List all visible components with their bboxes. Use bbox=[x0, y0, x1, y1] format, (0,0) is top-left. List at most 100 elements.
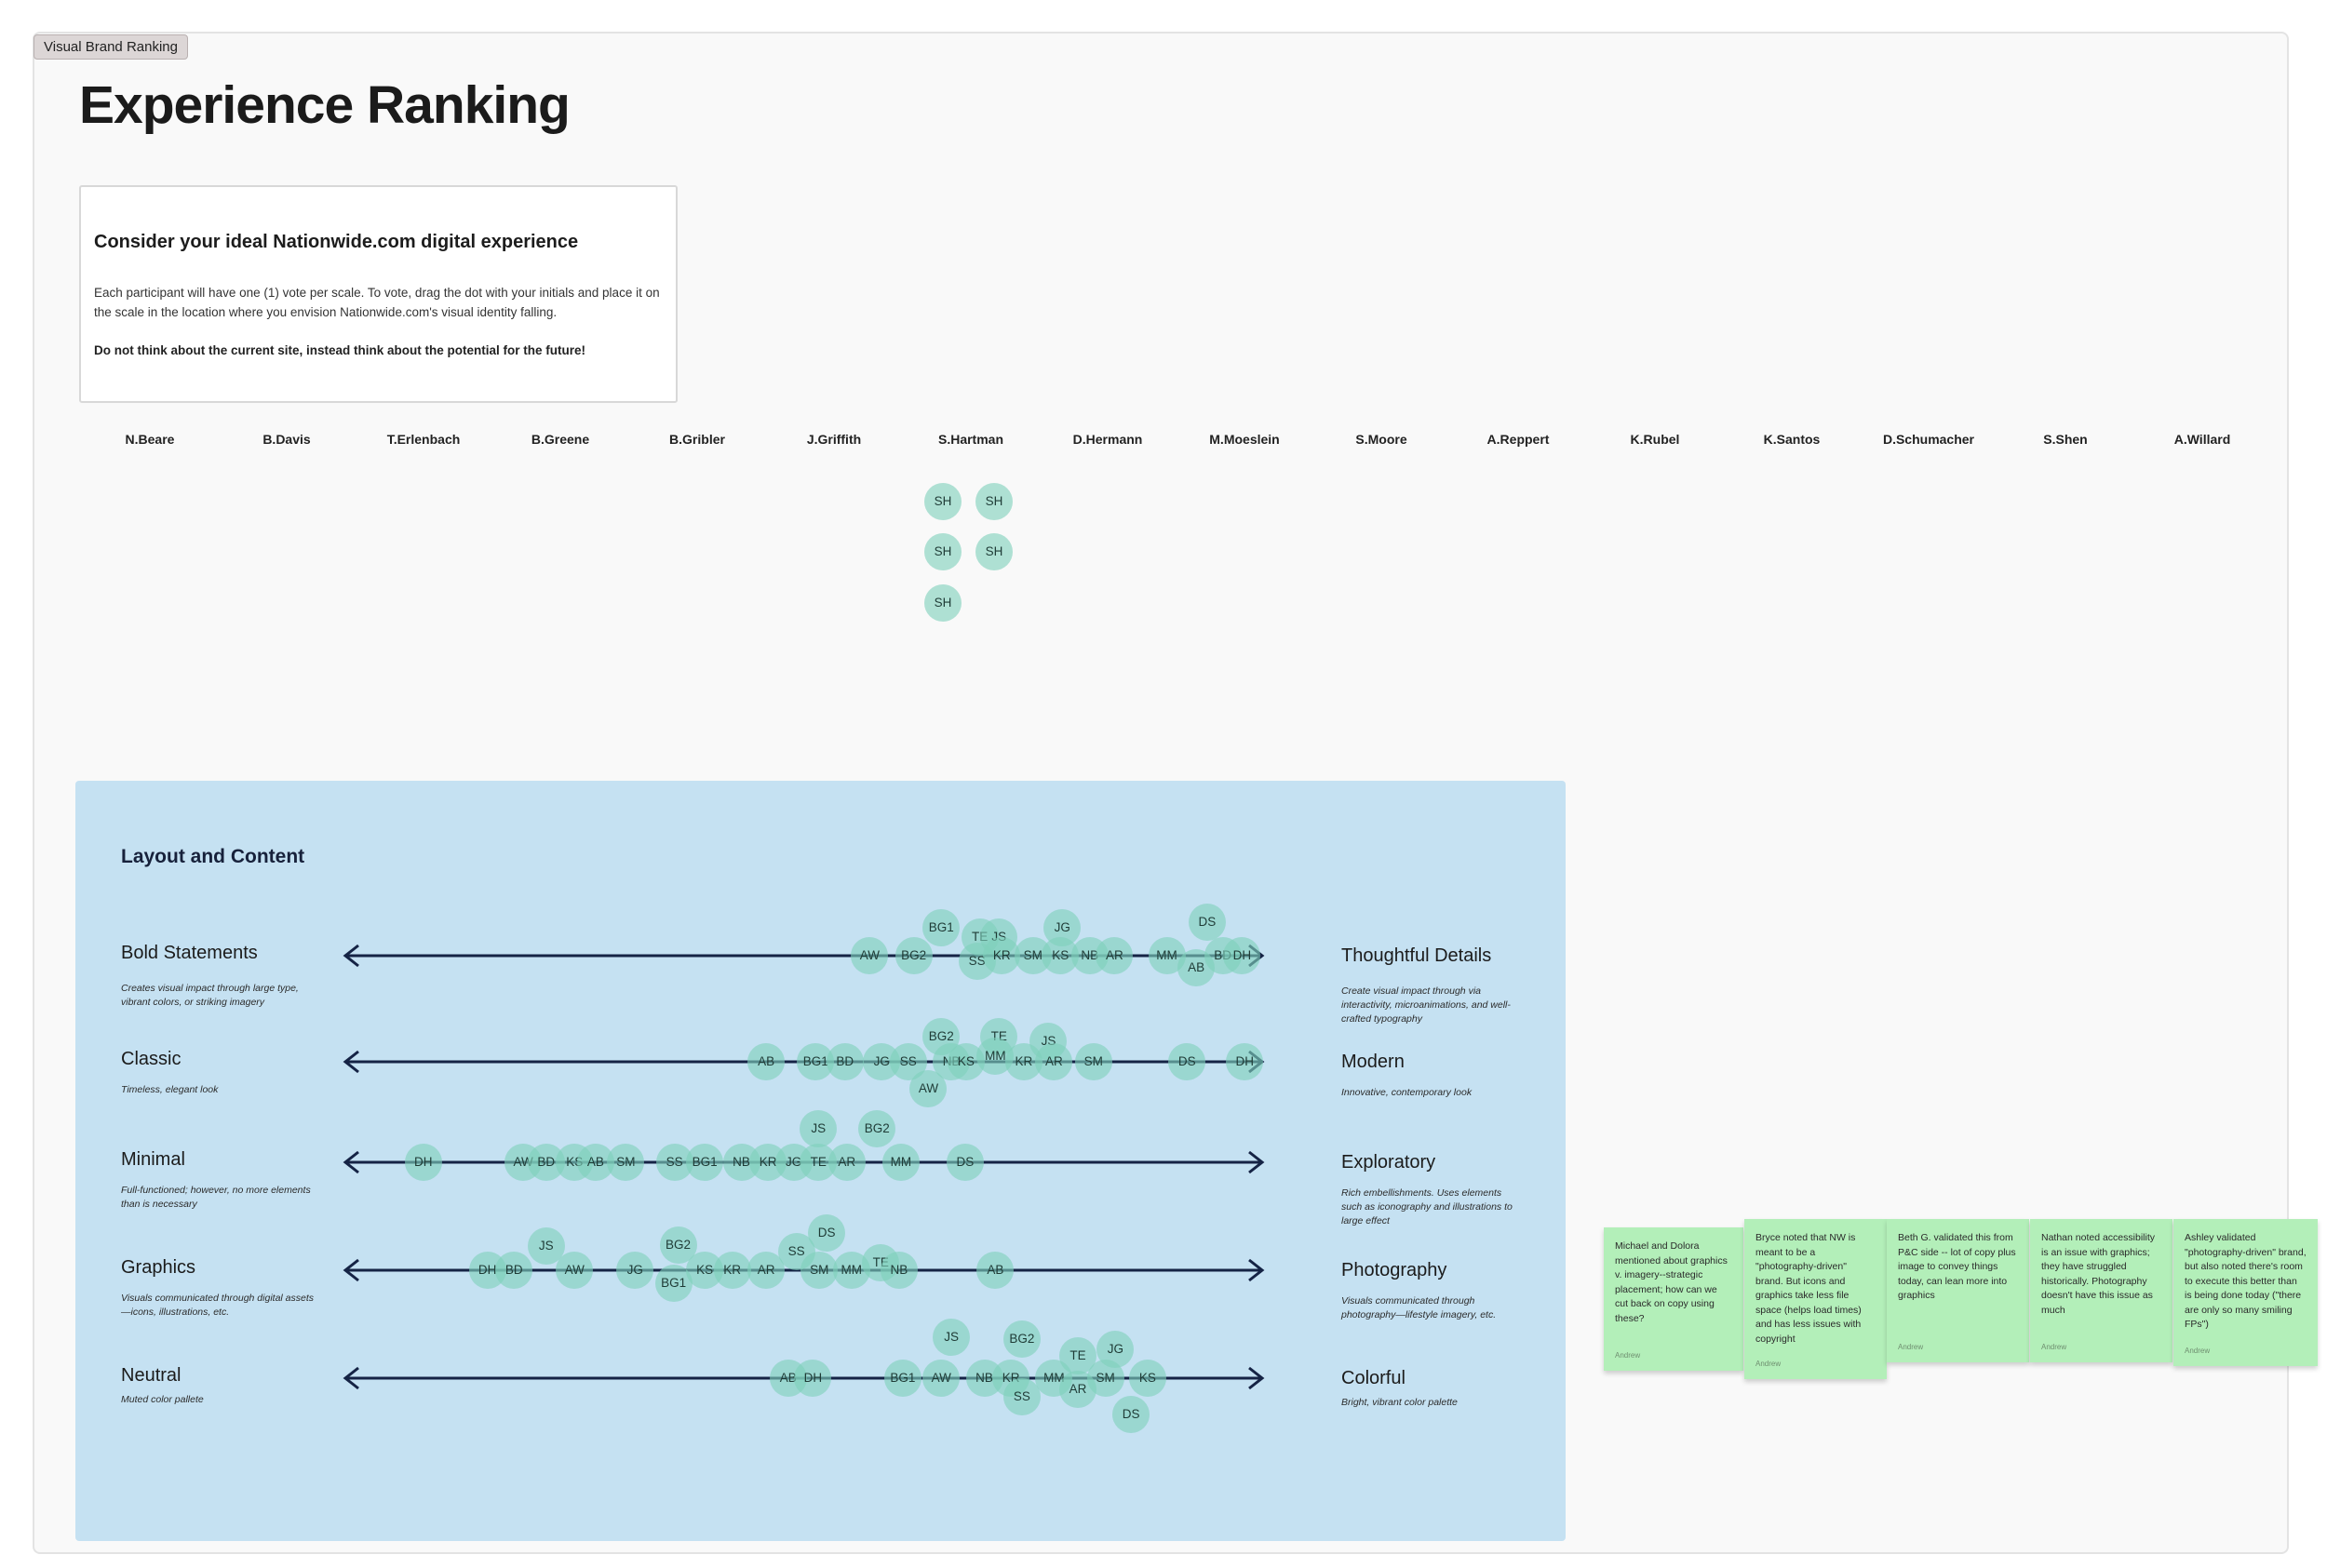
vote-dot[interactable]: BG1 bbox=[922, 909, 961, 946]
scale-left-title: Neutral bbox=[121, 1365, 182, 1386]
vote-dot[interactable]: SS bbox=[1002, 1378, 1041, 1415]
scale-left-desc: Muted color pallete bbox=[121, 1394, 204, 1405]
vote-dot[interactable]: DS bbox=[1112, 1396, 1150, 1433]
vote-dot[interactable]: TE bbox=[800, 1144, 838, 1181]
sticky-text: Nathan noted accessibility is an issue w… bbox=[2041, 1232, 2155, 1316]
participant-name: T.Erlenbach bbox=[386, 432, 461, 447]
scale-right-title: Photography bbox=[1341, 1260, 1447, 1280]
vote-dot-unplaced[interactable]: SH bbox=[924, 533, 962, 570]
vote-dot[interactable]: BG2 bbox=[858, 1110, 896, 1147]
vote-dot[interactable]: JS bbox=[933, 1319, 971, 1356]
scale-left-desc: Creates visual impact through large type… bbox=[121, 983, 299, 1008]
vote-dot[interactable]: BG1 bbox=[797, 1043, 835, 1080]
vote-dot[interactable]: BG1 bbox=[686, 1144, 724, 1181]
vote-dot[interactable]: KR bbox=[983, 937, 1021, 974]
vote-dot[interactable]: DS bbox=[808, 1214, 846, 1252]
arrowhead-left-icon bbox=[343, 1258, 359, 1282]
vote-dot-unplaced[interactable]: SH bbox=[924, 483, 962, 520]
vote-dot[interactable]: SM bbox=[1074, 1043, 1112, 1080]
participant-name: S.Hartman bbox=[937, 432, 1004, 447]
scale-left-title: Graphics bbox=[121, 1257, 196, 1278]
scale-right-title: Modern bbox=[1341, 1052, 1405, 1072]
participant-name: D.Schumacher bbox=[1882, 432, 1975, 447]
vote-dot[interactable]: DH bbox=[404, 1144, 442, 1181]
vote-dot[interactable]: JS bbox=[800, 1110, 838, 1147]
vote-dot[interactable]: DS bbox=[1168, 1043, 1206, 1080]
participant-name: S.Moore bbox=[1355, 432, 1407, 447]
sticky-author: Andrew bbox=[2185, 1347, 2211, 1355]
scale-right-desc: Visuals communicated through photography… bbox=[1341, 1295, 1497, 1320]
participant-name: B.Davis bbox=[262, 432, 311, 447]
sticky-note[interactable]: Nathan noted accessibility is an issue w… bbox=[2030, 1219, 2172, 1362]
participant-name: A.Willard bbox=[2173, 432, 2231, 447]
vote-dot[interactable]: AB bbox=[976, 1252, 1015, 1289]
scale-right-desc: Create visual impact through via interac… bbox=[1341, 985, 1511, 1025]
vote-dot[interactable]: AW bbox=[851, 937, 889, 974]
vote-dot[interactable]: AW bbox=[922, 1360, 961, 1397]
participant-name: S.Shen bbox=[2043, 432, 2088, 447]
instruction-note: Do not think about the current site, ins… bbox=[94, 343, 585, 357]
participant-name: K.Santos bbox=[1763, 432, 1821, 447]
arrowhead-right-icon bbox=[1248, 1258, 1265, 1282]
sticky-note[interactable]: Michael and Dolora mentioned about graph… bbox=[1604, 1227, 1743, 1371]
arrowhead-left-icon bbox=[343, 944, 359, 968]
participant-name: A.Reppert bbox=[1486, 432, 1550, 447]
vote-dot[interactable]: MM bbox=[881, 1144, 920, 1181]
sticky-author: Andrew bbox=[1615, 1351, 1641, 1360]
vote-dot[interactable]: BG2 bbox=[1002, 1320, 1041, 1358]
scale-right-desc: Rich embellishments. Uses elements such … bbox=[1341, 1187, 1513, 1226]
scale-right-title: Thoughtful Details bbox=[1341, 945, 1492, 966]
sticky-author: Andrew bbox=[2041, 1343, 2067, 1351]
scale-left-desc: Visuals communicated through digital ass… bbox=[121, 1293, 315, 1318]
sticky-note[interactable]: Ashley validated "photography-driven" br… bbox=[2173, 1219, 2318, 1366]
vote-dot-unplaced[interactable]: SH bbox=[924, 584, 962, 622]
vote-dot[interactable]: BD bbox=[495, 1252, 533, 1289]
vote-dot[interactable]: DS bbox=[1188, 904, 1226, 941]
vote-dot[interactable]: AR bbox=[1096, 937, 1134, 974]
sticky-note[interactable]: Bryce noted that NW is meant to be a "ph… bbox=[1744, 1219, 1887, 1379]
vote-dot[interactable]: KS bbox=[1128, 1360, 1166, 1397]
vote-dot[interactable]: NB bbox=[880, 1252, 918, 1289]
participant-name: N.Beare bbox=[125, 432, 175, 447]
vote-dot[interactable]: BG1 bbox=[883, 1360, 921, 1397]
vote-dot[interactable]: BG1 bbox=[654, 1265, 693, 1302]
sticky-text: Beth G. validated this from P&C side -- … bbox=[1898, 1232, 2016, 1301]
vote-dot[interactable]: SM bbox=[1086, 1360, 1124, 1397]
scale-right-title: Exploratory bbox=[1341, 1152, 1436, 1173]
vote-dot[interactable]: DH bbox=[794, 1360, 832, 1397]
scale-left-title: Bold Statements bbox=[121, 943, 258, 963]
vote-dot[interactable]: SM bbox=[607, 1144, 645, 1181]
vote-dot[interactable]: JG bbox=[616, 1252, 654, 1289]
arrowhead-left-icon bbox=[343, 1366, 359, 1390]
vote-dot[interactable]: DH bbox=[1226, 1043, 1264, 1080]
scale-left-desc: Full-functioned; however, no more elemen… bbox=[121, 1185, 311, 1210]
arrowhead-right-icon bbox=[1248, 1150, 1265, 1174]
vote-dot-unplaced[interactable]: SH bbox=[975, 533, 1013, 570]
vote-dot[interactable]: AR bbox=[1035, 1043, 1073, 1080]
participant-name: B.Gribler bbox=[669, 432, 725, 447]
arrowhead-right-icon bbox=[1248, 1366, 1265, 1390]
frame-label[interactable]: Visual Brand Ranking bbox=[34, 34, 188, 60]
vote-dot-unplaced[interactable]: SH bbox=[975, 483, 1013, 520]
sticky-text: Ashley validated "photography-driven" br… bbox=[2185, 1232, 2307, 1330]
participant-name: M.Moeslein bbox=[1209, 432, 1280, 447]
vote-dot[interactable]: DH bbox=[1223, 937, 1261, 974]
scale-right-desc: Bright, vibrant color palette bbox=[1341, 1397, 1458, 1408]
vote-dot[interactable]: TE bbox=[1059, 1337, 1096, 1374]
vote-dot[interactable]: AB bbox=[747, 1043, 786, 1080]
sticky-author: Andrew bbox=[1755, 1360, 1782, 1368]
vote-dot[interactable]: DS bbox=[946, 1144, 984, 1181]
vote-dot[interactable]: AR bbox=[827, 1144, 866, 1181]
vote-dot[interactable]: SM bbox=[800, 1252, 839, 1289]
participant-name: B.Greene bbox=[531, 432, 590, 447]
instruction-heading: Consider your ideal Nationwide.com digit… bbox=[94, 232, 579, 252]
panel-title: Layout and Content bbox=[121, 846, 305, 867]
sticky-text: Michael and Dolora mentioned about graph… bbox=[1615, 1240, 1728, 1324]
participant-name: D.Hermann bbox=[1072, 432, 1143, 447]
sticky-note[interactable]: Beth G. validated this from P&C side -- … bbox=[1887, 1219, 2029, 1362]
vote-dot[interactable]: AW bbox=[556, 1252, 594, 1289]
instruction-card: Consider your ideal Nationwide.com digit… bbox=[79, 185, 678, 403]
vote-dot[interactable]: KR bbox=[713, 1252, 751, 1289]
vote-dot[interactable]: BG2 bbox=[894, 937, 933, 974]
vote-dot[interactable]: BD bbox=[826, 1043, 864, 1080]
